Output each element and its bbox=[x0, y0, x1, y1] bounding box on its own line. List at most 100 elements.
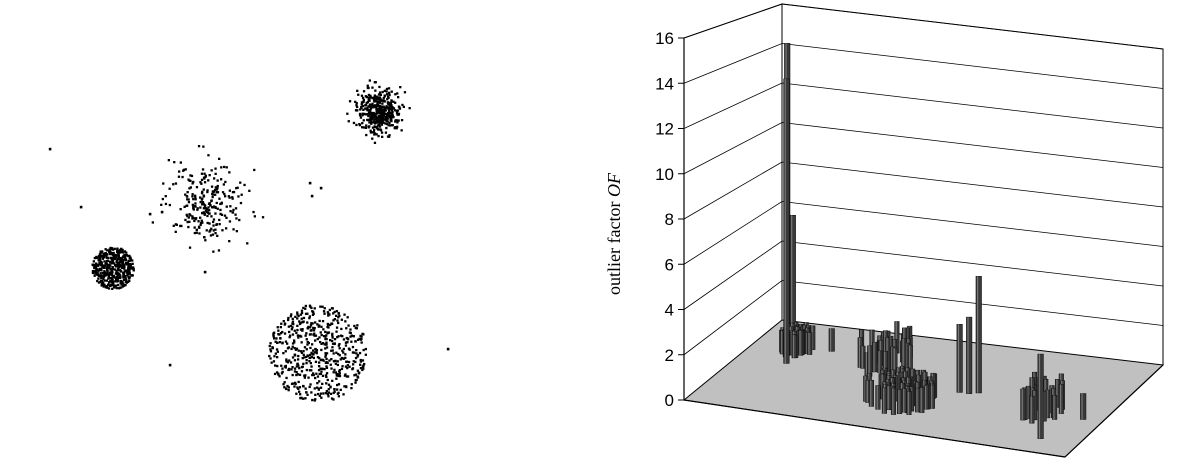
scatter-point bbox=[101, 266, 104, 269]
bar bbox=[956, 324, 963, 393]
scatter-point bbox=[369, 121, 372, 124]
scatter-point bbox=[332, 319, 335, 322]
scatter-point bbox=[303, 346, 307, 349]
scatter-point bbox=[331, 346, 334, 349]
scatter-point bbox=[324, 374, 328, 377]
scatter-point bbox=[110, 278, 113, 281]
scatter-point bbox=[124, 276, 127, 280]
scatter-point bbox=[129, 257, 132, 260]
scatter-point bbox=[331, 332, 334, 335]
scatter-point bbox=[388, 91, 391, 94]
scatter-point bbox=[99, 272, 102, 275]
scatter-point bbox=[287, 325, 290, 328]
bar bbox=[791, 334, 797, 359]
scatter-point bbox=[390, 124, 394, 127]
scatter-point bbox=[102, 275, 105, 278]
y-tick-label: 8 bbox=[665, 210, 674, 229]
scatter-point bbox=[199, 196, 202, 199]
scatter-point bbox=[366, 101, 369, 104]
scatter-point bbox=[375, 98, 378, 101]
scatter-point bbox=[103, 273, 106, 276]
scatter-point bbox=[384, 118, 387, 121]
scatter-point bbox=[300, 317, 303, 320]
scatter-point bbox=[378, 111, 381, 114]
bar bbox=[881, 387, 887, 414]
scatter-point bbox=[291, 366, 294, 369]
scatter-point bbox=[192, 198, 195, 201]
scatter-point bbox=[368, 121, 371, 124]
scatter-point bbox=[324, 353, 327, 357]
scatter-point bbox=[364, 104, 368, 107]
scatter-point bbox=[295, 331, 298, 334]
scatter-point bbox=[394, 120, 397, 123]
scatter-point bbox=[376, 111, 379, 114]
scatter-point bbox=[112, 286, 116, 289]
scatter-point bbox=[187, 178, 190, 181]
scatter-point bbox=[318, 361, 321, 364]
scatter-point bbox=[110, 252, 113, 255]
scatter-point bbox=[119, 281, 122, 284]
scatter-point bbox=[321, 382, 324, 385]
scatter-point bbox=[274, 364, 277, 367]
scatter-point bbox=[373, 116, 376, 119]
scatter-point bbox=[214, 167, 217, 170]
cluster-large-bottom bbox=[268, 304, 367, 402]
scatter-point bbox=[201, 168, 205, 171]
scatter-point bbox=[293, 347, 296, 350]
scatter-point bbox=[291, 373, 294, 377]
scatter-point bbox=[281, 370, 284, 374]
scatter-point bbox=[220, 166, 223, 169]
scatter-point bbox=[295, 373, 298, 377]
scatter-point bbox=[375, 120, 378, 123]
scatter-point bbox=[307, 325, 310, 329]
scatter-point bbox=[297, 349, 300, 352]
scatter-point bbox=[388, 116, 392, 119]
scatter-point bbox=[216, 187, 219, 190]
scatter-point bbox=[389, 119, 392, 122]
scatter-point bbox=[284, 366, 287, 369]
scatter-point bbox=[203, 205, 207, 209]
scatter-point bbox=[318, 365, 321, 368]
scatter-point bbox=[167, 159, 170, 162]
scatter-point bbox=[369, 105, 372, 108]
scatter-point bbox=[195, 228, 198, 231]
scatter-point bbox=[282, 352, 285, 355]
scatter-point bbox=[309, 324, 313, 327]
scatter-point bbox=[272, 360, 276, 363]
scatter-point bbox=[322, 310, 326, 313]
scatter-point bbox=[377, 97, 380, 101]
scatter-point bbox=[285, 360, 288, 363]
scatter-point bbox=[331, 336, 334, 339]
scatter-point bbox=[105, 253, 108, 257]
scatter-point bbox=[288, 336, 291, 339]
scatter-point bbox=[204, 239, 207, 242]
scatter-point bbox=[369, 112, 373, 116]
scatter-point bbox=[293, 341, 296, 344]
scatter-point bbox=[347, 360, 351, 364]
scatter-point bbox=[280, 372, 284, 375]
bar-highlight bbox=[878, 350, 880, 373]
scatter-point bbox=[275, 337, 278, 340]
gridlines bbox=[683, 3, 1164, 356]
scatter-point bbox=[271, 347, 274, 350]
scatter-point bbox=[102, 285, 105, 288]
outlier-point bbox=[168, 363, 172, 367]
scatter-point bbox=[322, 359, 325, 362]
scatter-point bbox=[94, 272, 97, 275]
scatter-point bbox=[312, 310, 315, 314]
scatter-point bbox=[209, 234, 213, 237]
scatter-point bbox=[320, 348, 323, 352]
scatter-point bbox=[325, 346, 329, 349]
scatter-point bbox=[162, 182, 165, 185]
scatter-point bbox=[310, 351, 313, 354]
scatter-point bbox=[200, 192, 204, 195]
bar-highlight bbox=[916, 388, 918, 412]
scatter-point bbox=[110, 280, 114, 283]
scatter-point bbox=[378, 125, 382, 128]
scatter-point bbox=[389, 108, 392, 111]
scatter-point bbox=[387, 106, 391, 109]
scatter-point bbox=[319, 305, 322, 308]
scatter-point bbox=[308, 360, 311, 363]
bar-highlight bbox=[1021, 388, 1023, 421]
scatter-point bbox=[295, 392, 298, 395]
